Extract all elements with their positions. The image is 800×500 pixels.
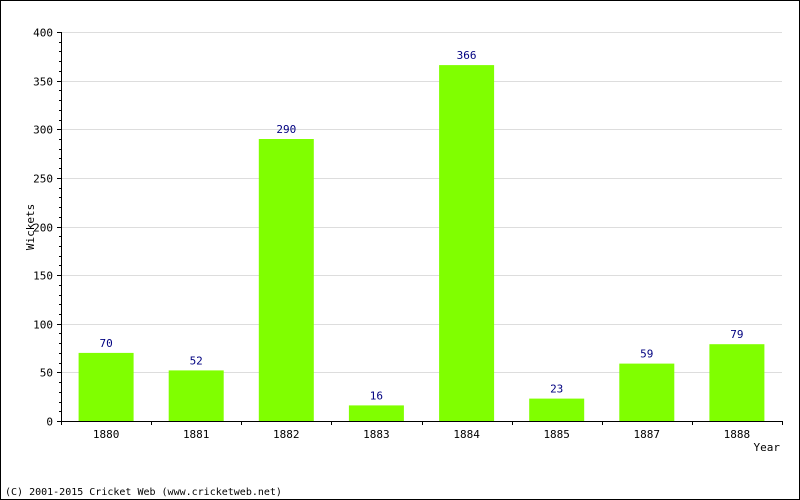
y-tick-label: 300 bbox=[33, 124, 53, 137]
data-label-1880: 70 bbox=[99, 337, 112, 350]
bar-1882 bbox=[258, 139, 314, 421]
x-tick-label-1885: 1885 bbox=[543, 428, 570, 441]
x-axis-title: Year bbox=[754, 441, 781, 454]
y-tick-label: 200 bbox=[33, 222, 53, 235]
data-label-1887: 59 bbox=[640, 348, 653, 361]
data-label-1882: 290 bbox=[276, 123, 296, 136]
bar-1887 bbox=[619, 363, 675, 421]
x-tick-label-1888: 1888 bbox=[724, 428, 751, 441]
data-label-1884: 366 bbox=[457, 49, 477, 62]
y-tick-label: 0 bbox=[46, 416, 53, 429]
y-tick-label: 150 bbox=[33, 270, 53, 283]
axes bbox=[57, 32, 783, 425]
y-tick-label: 400 bbox=[33, 27, 53, 40]
x-tick-label-1880: 1880 bbox=[93, 428, 120, 441]
labels: 0 50 100 150 200 250 300 350 400 70 1880 52 1881 290 1… bbox=[33, 27, 750, 442]
bar-1884 bbox=[439, 65, 495, 421]
x-tick-label-1884: 1884 bbox=[453, 428, 480, 441]
grid-lines bbox=[61, 32, 782, 373]
x-tick-label-1883: 1883 bbox=[363, 428, 390, 441]
x-tick-label-1881: 1881 bbox=[183, 428, 210, 441]
data-label-1888: 79 bbox=[730, 328, 743, 341]
data-label-1881: 52 bbox=[190, 354, 203, 367]
bar-1880 bbox=[78, 352, 134, 421]
copyright-notice: (C) 2001-2015 Cricket Web (www.cricketwe… bbox=[5, 487, 282, 498]
y-tick-label: 350 bbox=[33, 76, 53, 89]
bar-1883 bbox=[348, 405, 404, 421]
y-tick-label: 50 bbox=[40, 367, 53, 380]
bar-1888 bbox=[709, 344, 765, 421]
y-axis-title: Wickets bbox=[24, 204, 37, 250]
data-label-1885: 23 bbox=[550, 383, 563, 396]
bar-1885 bbox=[529, 398, 585, 421]
y-tick-label: 100 bbox=[33, 319, 53, 332]
data-label-1883: 16 bbox=[370, 389, 383, 402]
y-tick-label: 250 bbox=[33, 173, 53, 186]
x-tick-label-1887: 1887 bbox=[634, 428, 661, 441]
bars bbox=[78, 65, 765, 421]
x-tick-label-1882: 1882 bbox=[273, 428, 300, 441]
bar-1881 bbox=[168, 370, 224, 421]
